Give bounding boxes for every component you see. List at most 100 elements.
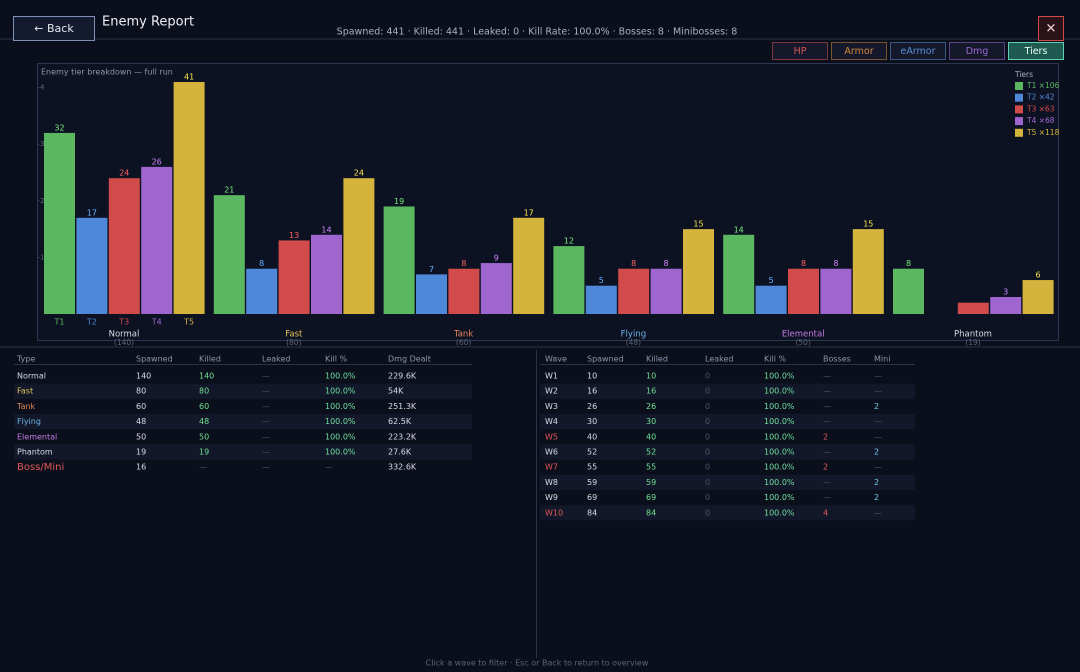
table-cell: —	[874, 372, 882, 381]
tab-label[interactable]: Dmg	[966, 46, 989, 57]
table-cell: 52	[646, 448, 656, 457]
legend-label: T5 ×118	[1026, 128, 1060, 137]
legend-label: T4 ×68	[1026, 116, 1055, 125]
back-button[interactable]	[13, 16, 95, 41]
row-stripe	[14, 383, 472, 399]
table-cell: W4	[545, 417, 558, 426]
table-cell: 0	[705, 493, 710, 502]
bar-value-label: 26	[152, 157, 162, 166]
column-header: Wave	[545, 355, 567, 364]
bar	[76, 217, 108, 314]
table-cell: 140	[199, 372, 214, 381]
table-cell: 48	[136, 417, 146, 426]
table-cell: 48	[199, 417, 209, 426]
table-cell: 52	[587, 448, 597, 457]
tab-label[interactable]: Armor	[844, 46, 873, 57]
table-cell: 0	[705, 432, 710, 441]
bar-value-label: 15	[693, 220, 703, 229]
bar-value-label: 14	[321, 225, 331, 234]
table-cell: 100.0%	[764, 448, 795, 457]
table-cell: 16	[646, 387, 656, 396]
category-label: Normal	[109, 330, 140, 340]
table-cell: —	[823, 448, 831, 457]
legend-label: T2 ×42	[1026, 93, 1055, 102]
tab[interactable]	[1008, 42, 1064, 60]
tab-label[interactable]: HP	[794, 46, 807, 57]
table-cell: 59	[587, 478, 597, 487]
table-cell: —	[262, 372, 270, 381]
bar	[723, 234, 755, 314]
bar	[480, 263, 512, 314]
table-cell: Fast	[17, 387, 33, 396]
bar	[585, 285, 617, 314]
table-cell: Normal	[17, 372, 46, 381]
bar	[311, 234, 342, 314]
bar-value-label: 8	[801, 259, 806, 268]
column-header: Killed	[646, 355, 668, 364]
close-button[interactable]	[1038, 16, 1064, 41]
category-label: Flying	[621, 330, 646, 340]
legend-label: T3 ×63	[1026, 104, 1055, 113]
table-cell: 0	[705, 387, 710, 396]
table-cell: 55	[646, 463, 656, 472]
table-cell: 50	[136, 432, 146, 441]
bar-value-label: 6	[1036, 271, 1041, 280]
column-header: Leaked	[262, 355, 291, 364]
table-cell: —	[823, 387, 831, 396]
bar	[141, 166, 173, 314]
bar-value-label: 32	[54, 123, 64, 132]
table-cell: 100.0%	[764, 432, 795, 441]
tab[interactable]	[831, 42, 887, 60]
column-header: Bosses	[823, 355, 851, 364]
tab[interactable]	[890, 42, 946, 60]
category-count: (50)	[795, 338, 810, 347]
row-stripe	[540, 383, 915, 399]
tab-label[interactable]: eArmor	[900, 46, 935, 57]
bar	[852, 229, 884, 314]
table-cell: 100.0%	[764, 402, 795, 411]
tab[interactable]	[772, 42, 828, 60]
table-cell: 100.0%	[764, 372, 795, 381]
table-cell: 4	[823, 508, 828, 517]
legend-label: T1 ×106	[1026, 81, 1060, 90]
table-cell: 100.0%	[325, 432, 356, 441]
tab-label[interactable]: Tiers	[1024, 46, 1048, 57]
column-header: Leaked	[705, 355, 734, 364]
y-tick-label: 4	[40, 84, 45, 92]
table-cell: 69	[587, 493, 597, 502]
table-cell: W7	[545, 463, 558, 472]
bar-value-label: 19	[394, 197, 404, 206]
column-header: Kill %	[325, 355, 347, 364]
column-header: Spawned	[136, 355, 173, 364]
table-cell: W1	[545, 372, 558, 381]
bar	[820, 268, 852, 314]
table-cell: 251.3K	[388, 402, 417, 411]
table-cell: 100.0%	[764, 463, 795, 472]
bar-value-label: 9	[494, 254, 499, 263]
table-cell: —	[823, 417, 831, 426]
table-cell: 16	[136, 463, 146, 472]
row-stripe	[540, 505, 915, 521]
bar-value-label: 5	[599, 276, 604, 285]
close-icon[interactable]: ✕	[1046, 22, 1057, 37]
table-cell: 0	[705, 448, 710, 457]
tab[interactable]	[949, 42, 1005, 60]
bar	[1022, 280, 1054, 314]
bar	[990, 297, 1022, 314]
bar-value-label: 3	[1003, 288, 1008, 297]
row-stripe	[540, 474, 915, 490]
table-cell: 54K	[388, 387, 404, 396]
table-cell: 0	[705, 478, 710, 487]
table-cell: 223.2K	[388, 432, 417, 441]
tier-label: T4	[151, 318, 162, 327]
table-cell: —	[823, 402, 831, 411]
table-cell: 100.0%	[764, 417, 795, 426]
table-cell: 80	[199, 387, 209, 396]
bar	[246, 268, 278, 314]
table-cell: 100.0%	[764, 508, 795, 517]
bar	[108, 178, 140, 314]
back-label[interactable]: ← Back	[34, 22, 74, 35]
table-cell: 100.0%	[764, 478, 795, 487]
y-tick-label: 3	[40, 140, 44, 148]
table-cell: W3	[545, 402, 558, 411]
